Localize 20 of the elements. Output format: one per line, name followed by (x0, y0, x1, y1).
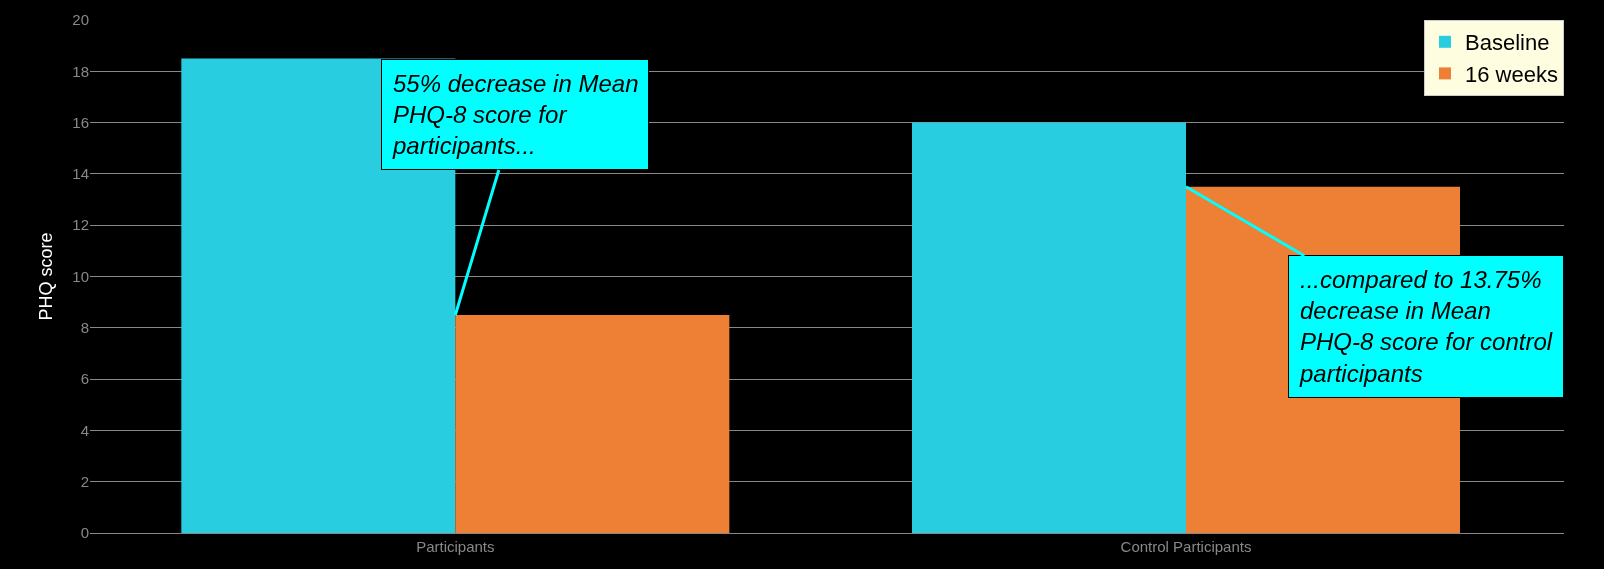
y-tick-label: 4 (80, 421, 89, 439)
bar (455, 314, 730, 533)
y-tick-label: 18 (72, 62, 89, 80)
x-tick-label: Participants (416, 538, 495, 555)
bar (912, 122, 1186, 533)
y-tick-label: 16 (72, 113, 89, 131)
y-tick-label: 12 (72, 216, 89, 234)
y-tick-label: 10 (72, 267, 89, 285)
y-tick-label: 8 (80, 319, 89, 337)
y-axis-title: PHQ score (35, 232, 56, 321)
y-tick-label: 6 (80, 370, 89, 388)
legend-label: 16 weeks (1465, 61, 1558, 87)
y-tick-label: 2 (80, 472, 89, 490)
y-tick-label: 20 (72, 11, 89, 29)
x-tick-label: Control Participants (1120, 538, 1252, 555)
y-tick-label: 14 (72, 165, 89, 183)
annotation: ...compared to 13.75% decrease in Mean PHQ-8 score for control participants (1299, 266, 1553, 387)
legend-label: Baseline (1465, 30, 1550, 56)
annotation: 55% decrease in Mean PHQ-8 score for participants... (392, 70, 639, 160)
y-tick-label: 0 (80, 524, 89, 542)
